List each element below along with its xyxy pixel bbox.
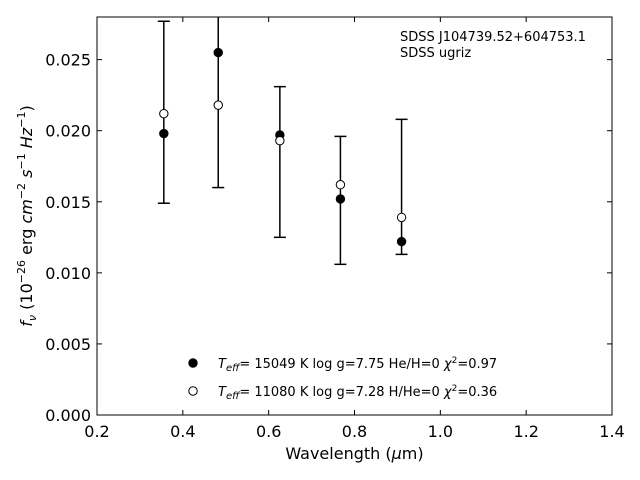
legend-entry-1: Teff= 15049 K log g=7.75 He/H=0 χ2=0.97 bbox=[218, 356, 497, 374]
y-tick-label: 0.000 bbox=[45, 406, 91, 425]
plot-frame bbox=[96, 16, 613, 416]
data-point-open bbox=[335, 180, 346, 190]
data-point-filled bbox=[396, 236, 407, 247]
data-points bbox=[159, 47, 407, 247]
axis-ticks: 0.2 0.4 0.6 0.8 1.0 1.2 1.4 0.000 0.005 0.010 0.01… bbox=[45, 17, 625, 441]
y-tick-label: 0.020 bbox=[45, 122, 91, 141]
x-tick-label: 0.8 bbox=[342, 422, 367, 441]
x-tick-label: 0.2 bbox=[84, 422, 109, 441]
y-tick-label: 0.015 bbox=[45, 193, 91, 212]
plot-area bbox=[97, 17, 612, 415]
y-axis-label: fν (10−26 erg cm−2 s−1 Hz−1) bbox=[15, 105, 39, 326]
data-point-filled bbox=[159, 128, 169, 139]
annotation-object-name: SDSS J104739.52+604753.1 bbox=[400, 30, 586, 45]
x-tick-label: 1.4 bbox=[599, 422, 624, 441]
legend: Teff= 15049 K log g=7.75 He/H=0 χ2=0.97 … bbox=[188, 356, 497, 402]
legend-marker-filled bbox=[188, 358, 198, 368]
data-point-open bbox=[275, 135, 285, 146]
data-point-filled bbox=[335, 194, 346, 204]
y-tick-label: 0.005 bbox=[45, 335, 91, 354]
data-point-open bbox=[159, 108, 169, 119]
x-axis-label: Wavelength (μm) bbox=[285, 444, 423, 463]
x-tick-label: 1.2 bbox=[513, 422, 538, 441]
data-point-open bbox=[396, 212, 407, 223]
legend-marker-open bbox=[188, 386, 198, 396]
legend-entry-2: Teff= 11080 K log g=7.28 H/He=0 χ2=0.36 bbox=[218, 384, 497, 402]
x-tick-label: 0.6 bbox=[256, 422, 281, 441]
data-point-filled bbox=[213, 47, 223, 58]
y-tick-label: 0.010 bbox=[45, 264, 91, 283]
data-point-open bbox=[213, 100, 223, 110]
x-tick-label: 1.0 bbox=[428, 422, 453, 441]
annotation-filters: SDSS ugriz bbox=[400, 46, 471, 61]
y-tick-label: 0.025 bbox=[45, 51, 91, 70]
x-tick-label: 0.4 bbox=[170, 422, 195, 441]
